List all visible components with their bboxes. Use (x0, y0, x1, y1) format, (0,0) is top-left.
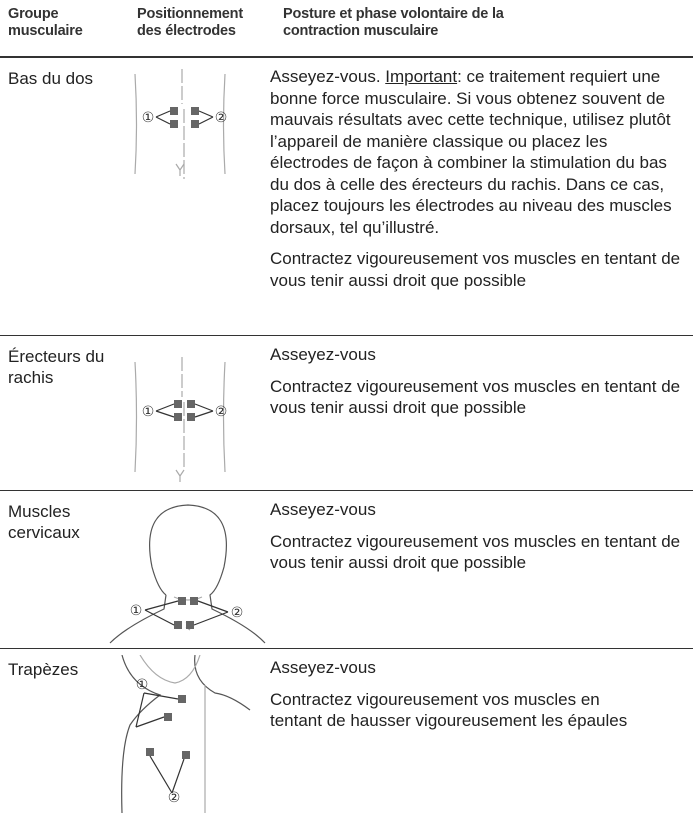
electrode-label: ② (215, 110, 228, 126)
electrode-label: ② (168, 790, 181, 806)
column-header: Groupe musculaire (8, 6, 83, 39)
row-rule (0, 648, 693, 649)
paragraph: Contractez vigoureusement vos muscles en… (270, 531, 681, 573)
paragraph: Asseyez-vous (270, 500, 376, 519)
muscle-group: Bas du dos (8, 69, 94, 88)
paragraph: Asseyez-vous (270, 658, 376, 677)
paragraph: Asseyez-vous (270, 345, 376, 364)
posture-text: Asseyez-vous Contractez vigoureusement v… (270, 499, 690, 584)
paragraph: Asseyez-vous. Important: ce traitement r… (270, 66, 690, 238)
paragraph: Contractez vigoureusement vos muscles en… (270, 689, 628, 731)
muscle-group: Érecteurs du rachis (8, 347, 105, 387)
row-rule (0, 335, 693, 336)
column-header: Positionnement des électrodes (137, 6, 243, 39)
row-rule (0, 490, 693, 491)
electrode-figure: ① ② (121, 655, 251, 813)
header-rule (0, 56, 693, 58)
electrode-label: ① (136, 677, 149, 693)
posture-text: Asseyez-vous Contractez vigoureusement v… (270, 657, 650, 742)
table-row: Muscles cervicaux ① ② Asseyez-vous Contr… (0, 491, 693, 648)
paragraph: Contractez vigoureusement vos muscles en… (270, 249, 681, 290)
electrode-label: ② (215, 404, 228, 420)
text: : ce traitement requiert une bonne force… (270, 67, 672, 237)
muscle-group: Muscles cervicaux (8, 502, 80, 542)
column-header: Posture et phase volontaire de la contra… (283, 6, 504, 39)
electrode-label: ① (142, 404, 155, 420)
electrode-label: ② (231, 605, 244, 621)
table-row: Bas du dos ① ② Asseyez-vous. Important: … (0, 58, 693, 335)
posture-text: Asseyez-vous Contractez vigoureusement v… (270, 344, 690, 429)
electrode-figure: ① ② (134, 357, 228, 482)
electrode-figure: ① ② (109, 504, 266, 644)
posture-text: Asseyez-vous. Important: ce traitement r… (270, 66, 690, 301)
emphasis: Important (385, 67, 458, 86)
muscle-group: Trapèzes (8, 660, 79, 679)
electrode-figure: ① ② (134, 69, 228, 179)
paragraph: Contractez vigoureusement vos muscles en… (270, 376, 681, 418)
electrode-label: ① (130, 603, 143, 619)
table-row: Érecteurs du rachis ① ② Asseyez-vous Con… (0, 336, 693, 490)
electrode-label: ① (142, 110, 155, 126)
table-row: Trapèzes ① ② Asseyez-vous Contractez vig… (0, 649, 693, 813)
text: Asseyez-vous. (270, 67, 386, 86)
